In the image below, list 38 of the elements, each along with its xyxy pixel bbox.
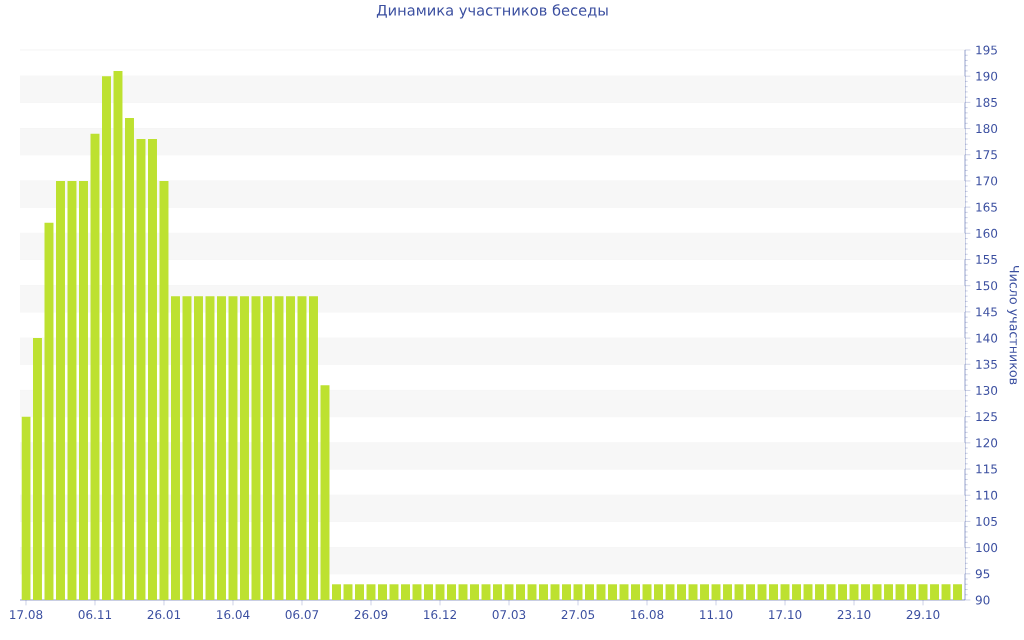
x-tick-label: 17.08 bbox=[10, 610, 43, 620]
y-tick-label: 185 bbox=[976, 97, 997, 107]
y-tick-label: 180 bbox=[976, 124, 998, 134]
x-tick-label: 06.11 bbox=[78, 610, 112, 620]
y-tick-label: 135 bbox=[976, 359, 997, 369]
y-tick-label: 100 bbox=[976, 543, 998, 553]
x-tick-label: 07.03 bbox=[492, 610, 526, 620]
x-tick-label: 11.10 bbox=[700, 610, 733, 620]
y-tick-label: 175 bbox=[976, 150, 997, 160]
y-tick-label: 125 bbox=[976, 412, 997, 422]
x-tick-label: 26.09 bbox=[354, 610, 388, 620]
x-tick-label: 06.07 bbox=[285, 610, 319, 620]
x-tick-label: 16.12 bbox=[424, 610, 456, 620]
y-tick-label: 105 bbox=[976, 516, 997, 526]
y-tick-label: 160 bbox=[976, 228, 998, 238]
y-tick-label: 115 bbox=[976, 464, 997, 474]
y-tick-label: 165 bbox=[976, 202, 997, 212]
y-tick-label: 110 bbox=[976, 490, 998, 500]
y-tick-label: 150 bbox=[976, 281, 998, 291]
y-tick-label: 90 bbox=[975, 595, 990, 605]
y-tick-label: 130 bbox=[976, 385, 998, 396]
x-tick-label: 17.10 bbox=[769, 610, 802, 620]
chart-title: Динамика участников беседы bbox=[376, 4, 608, 19]
x-tick-label: 16.04 bbox=[217, 610, 250, 620]
x-tick-label: 29.10 bbox=[906, 610, 940, 620]
y-tick-label: 95 bbox=[975, 569, 990, 579]
y-tick-label: 140 bbox=[976, 333, 998, 343]
y-tick-label: 120 bbox=[976, 438, 998, 448]
x-tick-label: 27.05 bbox=[561, 610, 595, 620]
y-tick-label: 145 bbox=[976, 307, 997, 317]
x-tick-label: 23.10 bbox=[837, 610, 871, 620]
y-tick-label: 195 bbox=[976, 45, 997, 55]
y-tick-label: 170 bbox=[976, 176, 998, 186]
y-axis-title: Число участников bbox=[1007, 265, 1019, 385]
y-tick-label: 190 bbox=[976, 71, 998, 81]
y-tick-label: 155 bbox=[976, 255, 997, 264]
x-tick-label: 16.08 bbox=[631, 610, 664, 620]
x-tick-label: 26.01 bbox=[147, 610, 181, 620]
